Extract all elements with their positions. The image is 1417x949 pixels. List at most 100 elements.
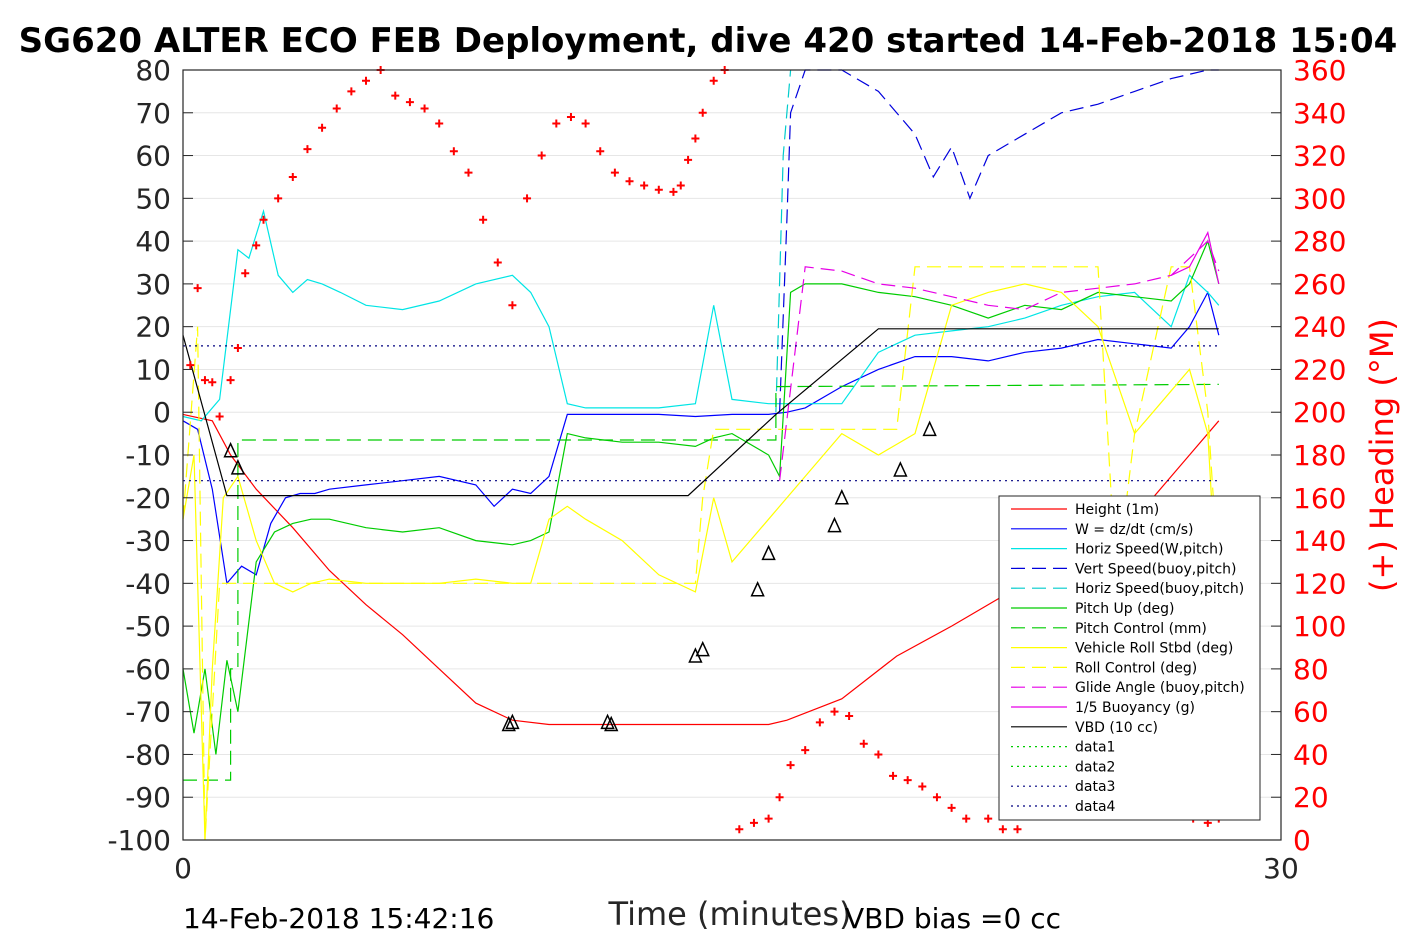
y-tick-label: -50 [125, 610, 171, 643]
right-tick-label: 100 [1293, 610, 1346, 643]
right-tick-label: 160 [1293, 482, 1346, 515]
heading-point [669, 187, 678, 196]
legend-label: data3 [1075, 779, 1115, 795]
series-line [182, 283, 1220, 841]
legend-label: VBD (10 cc) [1075, 720, 1158, 736]
triangle-marker [834, 488, 849, 505]
legend-label: Glide Angle (buoy,pitch) [1075, 680, 1245, 696]
y-tick-label: -20 [125, 482, 171, 515]
heading-point [889, 771, 898, 780]
heading-point [193, 284, 202, 293]
heading-point [764, 814, 773, 823]
heading-point [984, 814, 993, 823]
heading-point [252, 241, 261, 250]
heading-point [332, 104, 341, 113]
y-tick-label: -10 [125, 439, 171, 472]
heading-point [581, 119, 590, 128]
triangle-marker [604, 715, 619, 732]
chart-title: SG620 ALTER ECO FEB Deployment, dive 420… [19, 21, 1398, 61]
heading-point [625, 177, 634, 186]
triangle-marker [230, 459, 246, 475]
right-tick-label: 360 [1293, 54, 1346, 87]
y-tick-label: -80 [125, 738, 171, 771]
y-tick-label: -70 [125, 696, 171, 729]
heading-point [347, 87, 356, 96]
legend-label: Height (1m) [1075, 502, 1159, 518]
right-tick-label: 80 [1293, 653, 1329, 686]
heading-point [537, 151, 546, 160]
legend-label: W = dz/dt (cm/s) [1075, 522, 1194, 538]
heading-point [435, 119, 444, 128]
heading-point [318, 123, 327, 132]
heading-point [391, 91, 400, 100]
legend-label: Vert Speed(buoy,pitch) [1075, 561, 1237, 577]
heading-point [215, 412, 224, 421]
right-tick-label: 120 [1293, 567, 1346, 600]
right-tick-label: 320 [1293, 140, 1346, 173]
triangle-marker [761, 544, 776, 561]
heading-point [449, 147, 458, 156]
y-tick-label: 20 [135, 311, 171, 344]
heading-point [288, 172, 297, 181]
series-line [775, 69, 792, 413]
heading-point [709, 76, 718, 85]
heading-point [947, 803, 956, 812]
heading-point [479, 215, 488, 224]
heading-point [859, 739, 868, 748]
heading-point [698, 108, 707, 117]
right-tick-label: 240 [1293, 311, 1346, 344]
legend-label: Horiz Speed(W,pitch) [1075, 542, 1223, 558]
right-tick-label: 260 [1293, 268, 1346, 301]
right-tick-label: 340 [1293, 97, 1346, 130]
legend-label: data4 [1075, 799, 1116, 815]
right-tick-label: 140 [1293, 525, 1346, 558]
right-tick-label: 60 [1293, 696, 1329, 729]
y-tick-label: 0 [153, 396, 171, 429]
heading-point [845, 711, 854, 720]
heading-point [362, 76, 370, 85]
legend-label: data1 [1075, 740, 1115, 756]
right-tick-label: 200 [1293, 396, 1346, 429]
heading-point [208, 378, 217, 387]
right-tick-label: 300 [1293, 182, 1346, 215]
right-tick-label: 220 [1293, 353, 1346, 386]
heading-point [676, 181, 685, 190]
y-tick-label: 60 [135, 140, 171, 173]
y-tick-label: -90 [125, 781, 171, 814]
right-tick-label: 180 [1293, 439, 1346, 472]
y-tick-label: 10 [135, 353, 171, 386]
legend-label: Roll Control (deg) [1075, 660, 1197, 676]
heading-point [1013, 825, 1022, 834]
y-tick-label: -100 [107, 824, 171, 857]
series-line [779, 69, 1219, 413]
legend: Height (1m) W = dz/dt (cm/s) Horiz Speed(W… [998, 495, 1261, 821]
triangle-marker [827, 516, 842, 533]
x-axis-label: Time (minutes) [608, 895, 852, 933]
heading-point [775, 793, 784, 802]
heading-point [735, 825, 744, 834]
series-line [182, 208, 1220, 422]
x-tick-label: 0 [174, 852, 192, 885]
series-line [182, 290, 1220, 585]
heading-point [684, 155, 693, 164]
heading-point [815, 718, 824, 727]
heading-point [523, 194, 532, 203]
heading-point [552, 119, 561, 128]
heading-point [640, 181, 649, 190]
y-tick-label: 70 [135, 97, 171, 130]
heading-point [874, 750, 883, 759]
triangle-marker [695, 640, 710, 657]
heading-point [186, 361, 195, 370]
triangle-marker [223, 441, 238, 458]
heading-point [596, 147, 605, 156]
axis-ticks: 80706050403020100-10-20-30-40-50-60-70-8… [107, 54, 1346, 885]
triangle-marker [922, 420, 937, 437]
heading-point [241, 269, 250, 278]
heading-point [303, 145, 312, 154]
footer-vbd-bias: VBD bias =0 cc [845, 902, 1061, 935]
heading-point [233, 344, 242, 353]
heading-point [691, 134, 700, 143]
heading-point [274, 194, 283, 203]
series-line [182, 266, 1220, 841]
heading-point [259, 215, 268, 224]
